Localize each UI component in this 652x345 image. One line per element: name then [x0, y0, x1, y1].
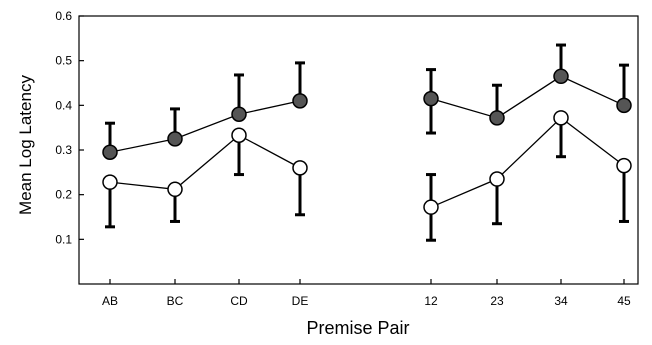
open-point [616, 157, 632, 174]
y-axis-title: Mean Log Latency [16, 75, 35, 215]
y-tick-label: 0.4 [55, 98, 72, 112]
x-tick-label: 45 [617, 294, 631, 308]
x-tick-label: 34 [554, 294, 568, 308]
open-point [553, 110, 569, 126]
y-tick-label: 0.3 [55, 143, 72, 157]
x-tick-label: 12 [424, 294, 438, 308]
open-point [231, 127, 247, 144]
plot-frame [78, 15, 639, 285]
filled-point [423, 90, 439, 107]
series-line [430, 116, 625, 208]
filled-point [167, 131, 183, 147]
open-point [102, 174, 118, 190]
x-axis-title: Premise Pair [306, 318, 409, 338]
filled-point [231, 106, 247, 123]
x-tick-label: 23 [490, 294, 504, 308]
y-tick-label: 0.2 [55, 188, 72, 202]
x-tick-label: CD [230, 294, 248, 308]
y-tick-label: 0.5 [55, 54, 72, 68]
ticks-layer: 0.1 0.2 0.3 0.4 0.5 0.6 AB BC CD DE 12 23 34 45 [55, 9, 631, 308]
open-point [167, 181, 183, 198]
series-line [109, 100, 301, 153]
series-line [430, 75, 625, 119]
y-tick-label: 0.6 [55, 9, 72, 23]
filled-point [102, 144, 118, 160]
filled-point [292, 93, 308, 109]
filled-point [616, 97, 632, 114]
open-point [423, 199, 439, 215]
open-point [292, 160, 308, 176]
filled-point [489, 110, 505, 126]
series-line [109, 134, 301, 190]
x-tick-label: AB [102, 294, 118, 308]
y-tick-label: 0.1 [55, 232, 72, 246]
series-layer [102, 43, 632, 242]
x-tick-label: BC [167, 294, 184, 308]
open-point [489, 171, 505, 187]
filled-point [553, 68, 569, 85]
x-tick-label: DE [292, 294, 309, 308]
